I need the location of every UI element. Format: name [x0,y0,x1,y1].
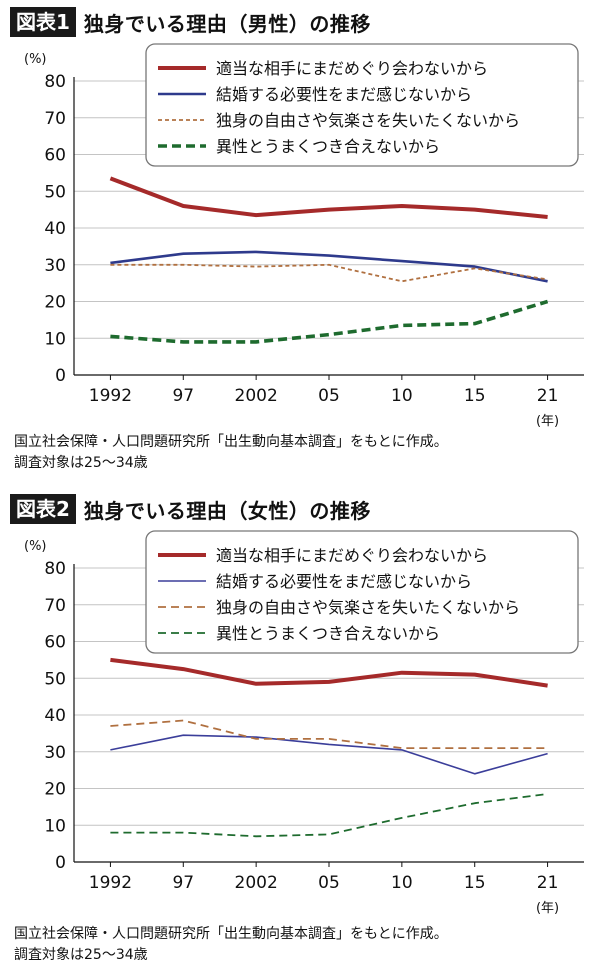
y-tick-labels: 0 10 20 30 40 50 60 70 80 [44,72,66,386]
legend-label: 異性とうまくつき合えないから [216,137,440,156]
x-tick-label: 15 [464,873,486,893]
series-lines [109,176,549,344]
series-line [110,719,548,750]
legend-label: 適当な相手にまだめぐり会わないから [216,59,488,78]
y-tick-label: 80 [44,559,66,579]
chart-panel-2: 図表2 独身でいる理由（女性）の推移 0 10 20 30 40 50 60 70 80 (%) 1… [0,487,600,974]
series-lines [110,657,548,838]
series-line [110,734,548,775]
chart-title: 独身でいる理由（女性）の推移 [83,498,371,523]
x-tick-label: 2002 [235,873,278,893]
source-line: 国立社会保障・人口問題研究所「出生動向基本調査」をもとに作成。 [14,926,448,942]
x-tick-label: 05 [318,873,340,893]
chart-header: 図表1 独身でいる理由（男性）の推移 [10,6,371,38]
series-line [110,250,548,283]
x-tick-label: 1992 [89,386,132,406]
legend-box [145,530,579,654]
y-tick-label: 30 [44,256,66,276]
x-tick-label: 97 [172,386,194,406]
x-tick-label: 97 [172,873,194,893]
chart-title: 独身でいる理由（男性）の推移 [83,11,371,36]
x-tick-label: 1992 [89,873,132,893]
source-note: 国立社会保障・人口問題研究所「出生動向基本調査」をもとに作成。 調査対象は25〜… [14,924,448,966]
legend-label: 結婚する必要性をまだ感じないから [216,572,472,591]
y-tick-label: 20 [44,780,66,800]
y-tick-label: 0 [55,366,66,386]
y-tick-label: 70 [44,109,66,129]
legend-label: 異性とうまくつき合えないから [216,624,440,643]
x-tick-label: 15 [464,386,486,406]
y-tick-label: 60 [44,633,66,653]
y-tick-label: 50 [44,182,66,202]
y-tick-label: 60 [44,146,66,166]
y-tick-label: 40 [44,219,66,239]
legend-box [145,43,579,167]
series-line [110,263,548,283]
figure-label: 図表2 [10,494,76,524]
line-chart: 0 10 20 30 40 50 60 70 80 (%) 1992 97 2002 05 10 15 21 (年… [24,530,584,916]
y-tick-label: 10 [44,329,66,349]
y-tick-label: 40 [44,706,66,726]
y-tick-label: 10 [44,816,66,836]
x-tick-label: 10 [391,386,413,406]
x-axis-unit: (年) [536,414,559,429]
y-tick-label: 80 [44,72,66,92]
x-tick-label: 10 [391,873,413,893]
legend: 適当な相手にまだめぐり会わないから結婚する必要性をまだ感じないから独身の自由さや… [145,43,579,167]
y-tick-label: 20 [44,293,66,313]
y-tick-label: 30 [44,743,66,763]
x-axis-unit: (年) [536,901,559,916]
y-tick-label: 70 [44,596,66,616]
y-axis-label: (%) [24,539,47,554]
legend-label: 独身の自由さや気楽さを失いたくないから [216,111,520,130]
x-tick-label: 2002 [235,386,278,406]
series-line [109,176,548,219]
y-tick-label: 0 [55,853,66,873]
source-line: 調査対象は25〜34歳 [14,455,148,471]
legend: 適当な相手にまだめぐり会わないから結婚する必要性をまだ感じないから独身の自由さや… [145,530,579,654]
source-note: 国立社会保障・人口問題研究所「出生動向基本調査」をもとに作成。 調査対象は25〜… [14,432,448,474]
figure-label: 図表1 [10,7,76,37]
x-tick-label: 21 [537,873,559,893]
legend-label: 結婚する必要性をまだ感じないから [216,85,472,104]
chart-panel-1: 図表1 独身でいる理由（男性）の推移 0 10 20 30 40 50 60 70 80 (%) 1… [10,6,584,474]
x-tick-labels: 1992 97 2002 05 10 15 21 [89,375,559,406]
legend-label: 適当な相手にまだめぐり会わないから [216,546,488,565]
x-tick-labels: 1992 97 2002 05 10 15 21 [89,862,559,893]
series-line [110,299,549,344]
x-tick-label: 05 [318,386,340,406]
y-axis-label: (%) [24,52,47,67]
line-chart: 0 10 20 30 40 50 60 70 80 (%) 1992 97 2002 05 10 15 21 (年… [24,43,584,429]
source-line: 調査対象は25〜34歳 [14,947,148,963]
series-line [110,793,548,838]
y-tick-label: 50 [44,669,66,689]
chart-header: 図表2 独身でいる理由（女性）の推移 [10,493,371,525]
y-tick-labels: 0 10 20 30 40 50 60 70 80 [44,559,66,873]
x-tick-label: 21 [537,386,559,406]
legend-label: 独身の自由さや気楽さを失いたくないから [216,598,520,617]
source-line: 国立社会保障・人口問題研究所「出生動向基本調査」をもとに作成。 [14,434,448,450]
series-line [110,657,548,688]
